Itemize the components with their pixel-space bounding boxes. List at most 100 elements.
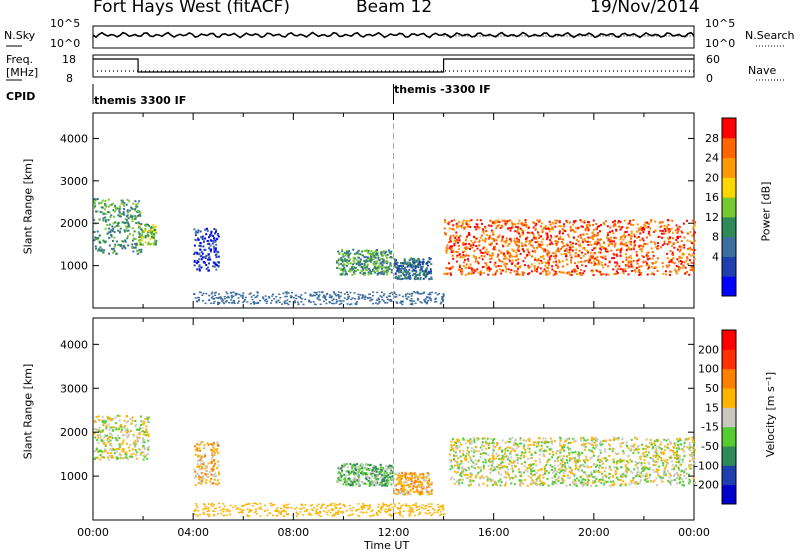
velocity-cell [654, 456, 657, 459]
velocity-cell [121, 457, 124, 460]
power-cell [375, 262, 378, 265]
velocity-cell [402, 489, 405, 492]
power-cell [400, 265, 403, 268]
velocity-cell [508, 463, 511, 466]
velocity-cell [552, 471, 555, 474]
power-cell [496, 255, 499, 258]
power-cell [576, 265, 579, 268]
power-cell [589, 236, 592, 239]
power-cell [460, 273, 463, 276]
power-cell [421, 262, 424, 265]
power-cell [651, 257, 654, 260]
power-cell [343, 264, 346, 267]
power-cell [688, 253, 691, 256]
velocity-cell [105, 427, 108, 430]
velocity-cell [487, 454, 490, 457]
power-cell [375, 260, 378, 263]
velocity-cell [93, 458, 96, 460]
power-cell [506, 244, 509, 247]
power-cell [461, 270, 464, 273]
velocity-cell [608, 476, 611, 479]
velocity-cell [338, 476, 341, 479]
power-cell [279, 296, 282, 299]
velocity-cell [484, 461, 487, 464]
power-cell [366, 265, 369, 268]
velocity-cell [491, 462, 494, 465]
velocity-cell [453, 482, 456, 485]
power-cell [430, 272, 433, 275]
power-cell [607, 243, 610, 246]
velocity-cell [482, 445, 485, 448]
power-cell [505, 268, 508, 270]
power-cell [401, 277, 404, 280]
power-cell [501, 225, 504, 228]
power-cell [635, 250, 638, 253]
power-cell [586, 221, 589, 223]
power-cell [117, 214, 120, 217]
power-cell [452, 257, 455, 260]
velocity-cell [95, 448, 98, 451]
power-cell [499, 260, 502, 262]
power-cell [363, 256, 366, 259]
power-cell [205, 254, 208, 257]
velocity-cell [652, 480, 655, 483]
velocity-cell [627, 461, 630, 464]
velocity-cell [352, 479, 355, 482]
power-cell [355, 252, 358, 255]
power-cell [599, 230, 601, 233]
velocity-cell [573, 459, 576, 462]
velocity-cell [196, 449, 199, 452]
power-cell [346, 303, 349, 305]
power-cell [208, 236, 210, 239]
velocity-cell [199, 449, 202, 452]
power-cell [426, 267, 429, 270]
velocity-cell [199, 458, 202, 461]
velocity-cell [564, 470, 567, 473]
power-cell [376, 291, 379, 294]
power-cell [123, 229, 126, 232]
power-cell [485, 248, 488, 251]
velocity-cell [141, 427, 144, 430]
velocity-cell [516, 443, 519, 446]
velocity-cell [625, 441, 628, 444]
power-cell [544, 261, 547, 264]
power-cell [139, 243, 142, 246]
power-cell [199, 242, 202, 245]
velocity-cell [568, 453, 571, 456]
velocity-cell [396, 489, 399, 492]
velocity-cell [645, 478, 648, 481]
power-cell [486, 268, 489, 271]
power-cell [404, 269, 407, 272]
power-colorbar-frame [721, 117, 737, 297]
velocity-cell [416, 489, 419, 492]
power-cell [152, 236, 155, 239]
power-cell [241, 294, 244, 297]
power-cell [402, 265, 404, 268]
power-cell [197, 237, 200, 240]
power-cell [96, 238, 99, 241]
velocity-cell [98, 430, 101, 432]
power-cell [605, 220, 607, 223]
power-cell [304, 292, 307, 294]
velocity-cell [631, 471, 634, 474]
power-cell [108, 227, 111, 230]
power-cell [131, 243, 134, 246]
power-cell [544, 225, 547, 228]
power-cell [504, 223, 507, 226]
power-cell [615, 253, 618, 256]
velocity-cell [455, 442, 458, 445]
power-cell [154, 226, 157, 229]
velocity-cell [506, 440, 509, 443]
velocity-cell [570, 441, 572, 444]
velocity-cell [389, 472, 392, 475]
power-cell [363, 271, 365, 274]
velocity-cell [197, 455, 199, 458]
velocity-cell [135, 457, 138, 460]
velocity-cell [135, 442, 138, 445]
power-cell [136, 202, 139, 205]
power-cell [510, 239, 513, 242]
velocity-cell [358, 479, 361, 482]
velocity-cell [577, 468, 580, 471]
velocity-cell [371, 472, 374, 475]
velocity-cell [676, 457, 678, 460]
